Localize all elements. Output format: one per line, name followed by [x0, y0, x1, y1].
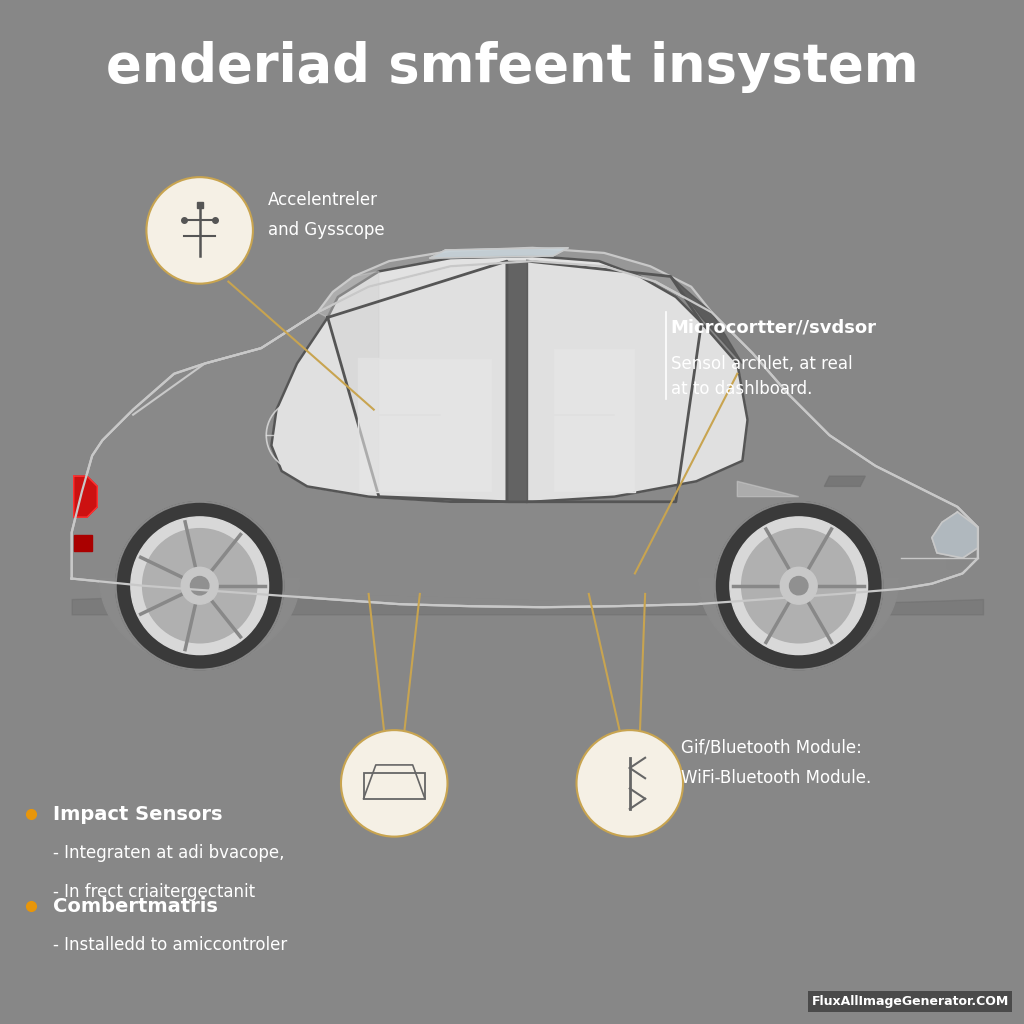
Text: at to dashlboard.: at to dashlboard.: [671, 380, 812, 398]
Polygon shape: [72, 261, 978, 607]
Text: Gif/Bluetooth Module:: Gif/Bluetooth Module:: [681, 738, 862, 757]
Text: Accelentreler: Accelentreler: [268, 190, 378, 209]
Polygon shape: [507, 261, 527, 502]
Polygon shape: [824, 476, 865, 486]
Polygon shape: [317, 271, 379, 494]
Text: FluxAllImageGenerator.COM: FluxAllImageGenerator.COM: [811, 995, 1009, 1008]
Circle shape: [730, 517, 867, 654]
Text: - In frect criaitergectanit: - In frect criaitergectanit: [53, 883, 255, 901]
Text: - Installedd to amiccontroler: - Installedd to amiccontroler: [53, 936, 288, 954]
Text: - Integraten at adi bvacope,: - Integraten at adi bvacope,: [53, 844, 285, 862]
Circle shape: [780, 567, 817, 604]
Text: Combertmatris: Combertmatris: [53, 897, 218, 915]
Circle shape: [790, 577, 808, 595]
Circle shape: [131, 517, 268, 654]
Circle shape: [741, 528, 856, 643]
Circle shape: [190, 577, 209, 595]
Polygon shape: [74, 476, 97, 517]
Circle shape: [715, 502, 883, 670]
Polygon shape: [74, 535, 92, 551]
Polygon shape: [317, 248, 712, 312]
Circle shape: [181, 567, 218, 604]
Polygon shape: [947, 558, 968, 568]
Polygon shape: [932, 512, 978, 558]
Polygon shape: [671, 276, 742, 364]
Polygon shape: [698, 579, 899, 666]
Circle shape: [577, 730, 683, 837]
Circle shape: [146, 177, 253, 284]
Polygon shape: [737, 481, 799, 497]
Polygon shape: [553, 348, 635, 492]
Text: and Gysscope: and Gysscope: [268, 221, 385, 240]
Polygon shape: [358, 358, 492, 492]
Polygon shape: [430, 248, 568, 258]
Text: Microcortter//svdsor: Microcortter//svdsor: [671, 318, 877, 337]
Text: WiFi-Bluetooth Module.: WiFi-Bluetooth Module.: [681, 769, 871, 787]
Text: Impact Sensors: Impact Sensors: [53, 805, 223, 823]
Circle shape: [142, 528, 257, 643]
Circle shape: [341, 730, 447, 837]
Polygon shape: [271, 256, 748, 502]
Circle shape: [116, 502, 284, 670]
Polygon shape: [99, 579, 300, 666]
Text: enderiad smfeent insystem: enderiad smfeent insystem: [105, 41, 919, 92]
Text: Sensol archlet, at real: Sensol archlet, at real: [671, 354, 852, 373]
